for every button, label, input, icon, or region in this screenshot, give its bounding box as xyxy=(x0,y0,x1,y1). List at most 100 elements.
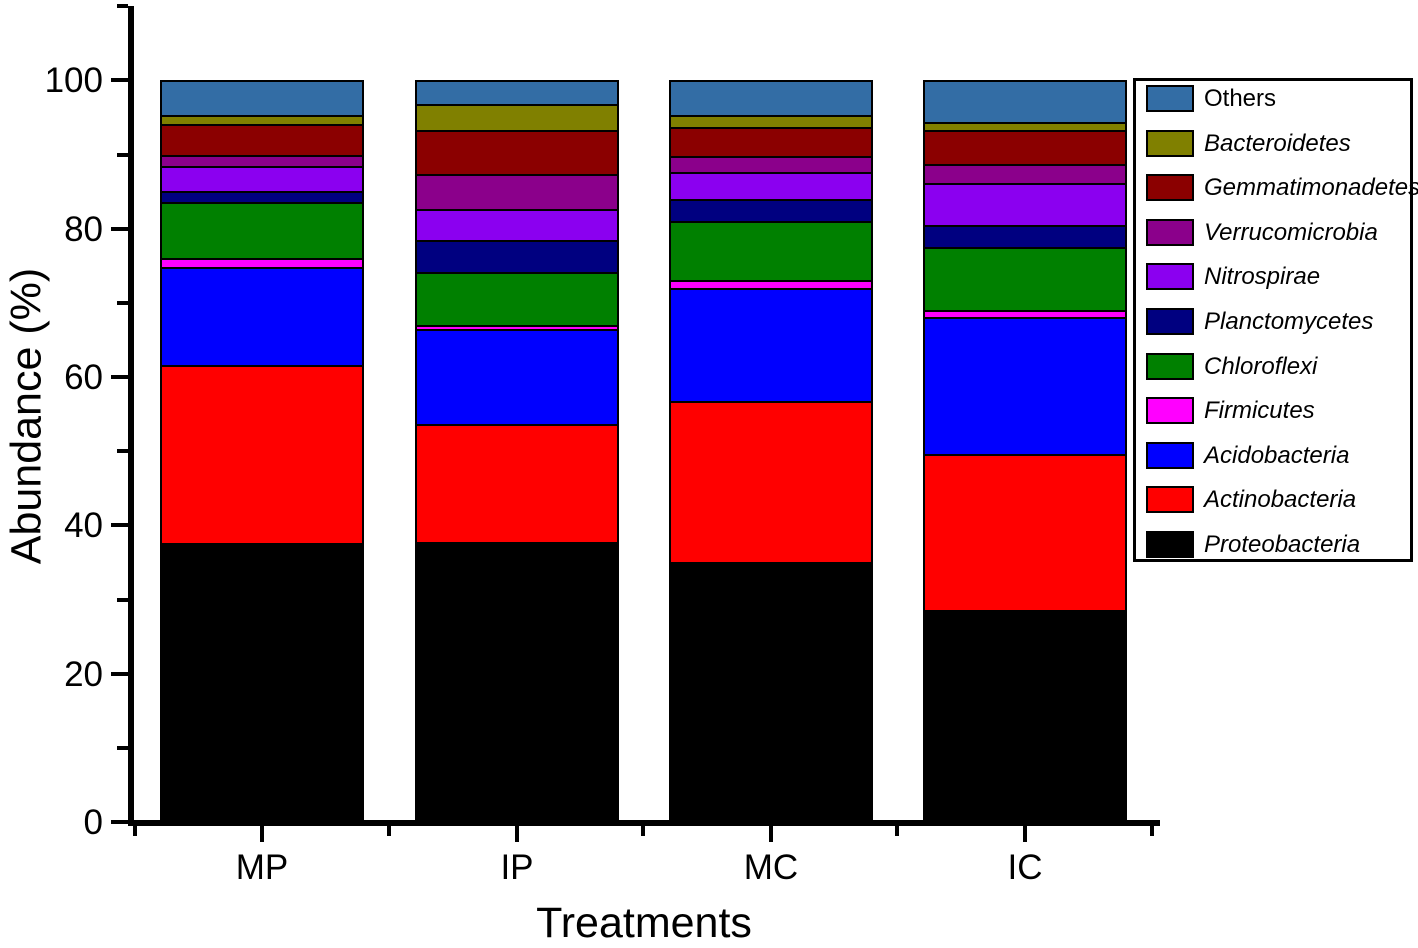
bar-segment-ic-gemmatimonadetes xyxy=(923,132,1127,167)
bar-segment-ip-firmicutes xyxy=(415,326,619,332)
y-tick-label: 20 xyxy=(64,654,103,694)
bar-segment-ip-actinobacteria xyxy=(415,425,619,544)
legend-label-gemmatimonadetes: Gemmatimonadetes xyxy=(1204,174,1418,202)
bar-segment-ip-gemmatimonadetes xyxy=(415,132,619,177)
x-minor-tick xyxy=(387,826,391,836)
y-minor-tick xyxy=(117,597,128,602)
bar-segment-mp-actinobacteria xyxy=(160,367,364,546)
legend-label-planctomycetes: Planctomycetes xyxy=(1204,308,1374,335)
legend-label-others: Others xyxy=(1204,85,1277,112)
legend-label-acidobacteria: Acidobacteria xyxy=(1204,441,1350,469)
bar-segment-mc-planctomycetes xyxy=(669,200,873,223)
bar-segment-ip-proteobacteria xyxy=(415,543,619,822)
bar-segment-mc-acidobacteria xyxy=(669,290,873,403)
bar-segment-ip-nitrospirae xyxy=(415,210,619,243)
legend-item-bacteroidetes: Bacteroidetes xyxy=(1136,129,1410,157)
bar-segment-ic-firmicutes xyxy=(923,311,1127,320)
bar-segment-mp-nitrospirae xyxy=(160,167,364,194)
legend-label-actinobacteria: Actinobacteria xyxy=(1204,486,1357,514)
bar-segment-ip-verrucomicrobia xyxy=(415,176,619,211)
bar-segment-mc-others xyxy=(669,80,873,118)
bar-segment-ic-actinobacteria xyxy=(923,456,1127,613)
bar-segment-ic-acidobacteria xyxy=(923,319,1127,457)
x-major-tick xyxy=(769,826,773,842)
y-axis-spine xyxy=(128,6,134,826)
legend-swatch-others xyxy=(1146,85,1194,112)
bar-segment-mc-gemmatimonadetes xyxy=(669,129,873,159)
legend-item-verrucomicrobia: Verrucomicrobia xyxy=(1136,218,1410,246)
legend-item-firmicutes: Firmicutes xyxy=(1136,397,1410,425)
legend-swatch-gemmatimonadetes xyxy=(1146,174,1194,202)
x-minor-tick xyxy=(641,826,645,836)
y-major-tick xyxy=(111,671,128,676)
bar-segment-ic-others xyxy=(923,80,1127,125)
x-minor-tick xyxy=(1150,826,1154,836)
x-major-tick xyxy=(1023,826,1027,842)
x-major-tick xyxy=(260,826,264,842)
bar-segment-ip-others xyxy=(415,80,619,106)
legend-item-others: Others xyxy=(1136,85,1410,112)
legend-swatch-bacteroidetes xyxy=(1146,129,1194,157)
bar-segment-mc-bacteroidetes xyxy=(669,117,873,130)
y-minor-tick xyxy=(117,152,128,157)
bar-segment-ic-chloroflexi xyxy=(923,249,1127,312)
x-axis-title: Treatments xyxy=(536,899,752,947)
bar-segment-ic-nitrospirae xyxy=(923,184,1127,228)
bar-segment-mc-verrucomicrobia xyxy=(669,158,873,174)
legend-swatch-chloroflexi xyxy=(1146,352,1194,380)
x-minor-tick xyxy=(133,826,137,836)
bar-segment-mc-firmicutes xyxy=(669,282,873,291)
y-tick-label: 100 xyxy=(44,61,103,101)
legend-label-bacteroidetes: Bacteroidetes xyxy=(1204,129,1351,157)
bar-segment-ic-planctomycetes xyxy=(923,227,1127,250)
legend-label-verrucomicrobia: Verrucomicrobia xyxy=(1204,218,1378,246)
legend-item-chloroflexi: Chloroflexi xyxy=(1136,352,1410,380)
y-tick-label: 40 xyxy=(64,506,103,546)
legend-item-proteobacteria: Proteobacteria xyxy=(1136,531,1410,558)
bar-segment-ip-chloroflexi xyxy=(415,273,619,327)
legend-label-chloroflexi: Chloroflexi xyxy=(1204,352,1318,380)
bar-segment-ic-proteobacteria xyxy=(923,612,1127,822)
legend-label-firmicutes: Firmicutes xyxy=(1204,397,1315,425)
bar-segment-mc-actinobacteria xyxy=(669,402,873,564)
bar-segment-ip-acidobacteria xyxy=(415,331,619,426)
y-minor-tick xyxy=(117,449,128,454)
bar-segment-mp-firmicutes xyxy=(160,259,364,269)
legend-swatch-planctomycetes xyxy=(1146,308,1194,335)
x-major-tick xyxy=(515,826,519,842)
bar-segment-mp-proteobacteria xyxy=(160,545,364,822)
y-minor-tick xyxy=(117,745,128,750)
y-major-tick xyxy=(111,820,128,824)
legend-item-actinobacteria: Actinobacteria xyxy=(1136,486,1410,514)
x-tick-label-mp: MP xyxy=(235,848,289,887)
y-tick-label: 60 xyxy=(64,358,103,398)
bar-segment-mp-verrucomicrobia xyxy=(160,156,364,168)
bar-segment-mc-chloroflexi xyxy=(669,222,873,283)
x-minor-tick xyxy=(895,826,899,836)
legend-swatch-verrucomicrobia xyxy=(1146,218,1194,246)
y-tick-label: 80 xyxy=(64,209,103,249)
y-minor-tick xyxy=(117,4,128,9)
bar-segment-ip-planctomycetes xyxy=(415,242,619,274)
bar-segment-ic-bacteroidetes xyxy=(923,124,1127,133)
bar-segment-ic-verrucomicrobia xyxy=(923,166,1127,185)
y-major-tick xyxy=(111,78,128,83)
legend-swatch-actinobacteria xyxy=(1146,486,1194,514)
legend-swatch-nitrospirae xyxy=(1146,263,1194,291)
legend-swatch-firmicutes xyxy=(1146,397,1194,425)
y-major-tick xyxy=(111,226,128,231)
y-minor-tick xyxy=(117,300,128,305)
bar-segment-mc-nitrospirae xyxy=(669,173,873,201)
bar-segment-mp-planctomycetes xyxy=(160,193,364,205)
legend-swatch-proteobacteria xyxy=(1146,531,1194,558)
y-tick-label: 0 xyxy=(83,803,103,842)
x-tick-label-ic: IC xyxy=(1007,848,1043,887)
bar-segment-mp-others xyxy=(160,80,364,117)
y-major-tick xyxy=(111,523,128,528)
bar-segment-mp-acidobacteria xyxy=(160,268,364,368)
legend-label-proteobacteria: Proteobacteria xyxy=(1204,531,1361,558)
legend-item-gemmatimonadetes: Gemmatimonadetes xyxy=(1136,174,1418,202)
legend-label-nitrospirae: Nitrospirae xyxy=(1204,263,1321,291)
bar-segment-mp-gemmatimonadetes xyxy=(160,126,364,157)
